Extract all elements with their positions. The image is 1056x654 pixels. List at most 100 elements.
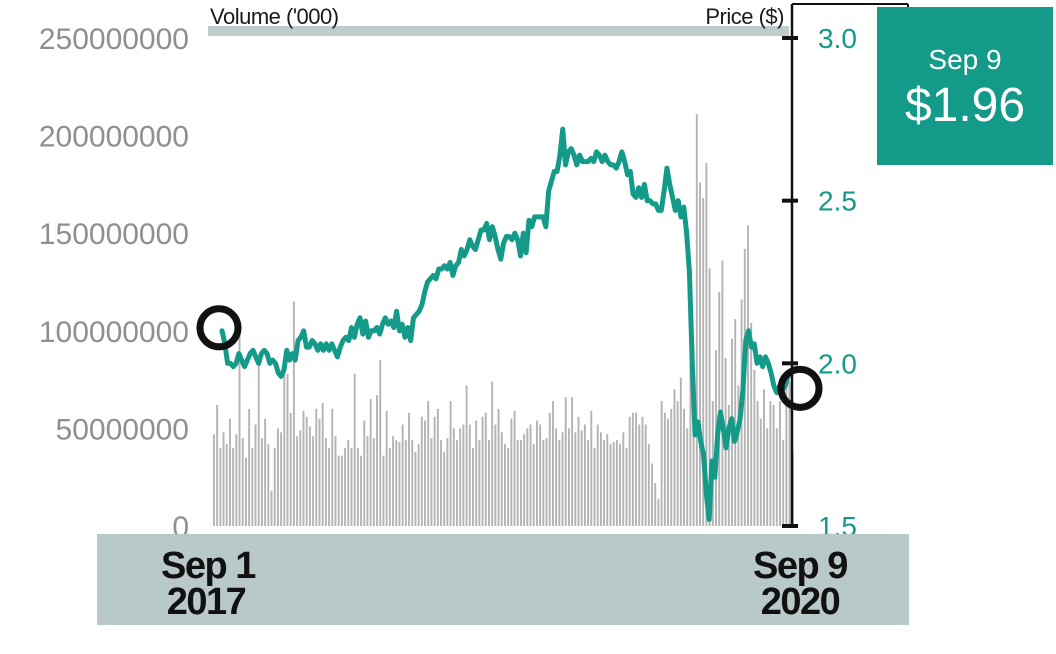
volume-bar bbox=[766, 428, 769, 526]
volume-bar bbox=[638, 424, 641, 526]
volume-bar bbox=[539, 424, 542, 526]
volume-bar bbox=[590, 410, 593, 526]
volume-bar bbox=[340, 455, 343, 526]
volume-bar bbox=[440, 440, 442, 526]
volume-bar bbox=[481, 416, 484, 526]
volume-bar bbox=[286, 373, 289, 526]
volume-bar bbox=[241, 438, 244, 526]
volume-bar bbox=[596, 424, 599, 526]
volume-bar bbox=[647, 444, 650, 526]
volume-bar bbox=[225, 444, 228, 526]
volume-bar bbox=[436, 408, 439, 526]
volume-bar bbox=[238, 334, 241, 526]
volume-bar bbox=[411, 440, 414, 526]
volume-bar bbox=[475, 420, 478, 526]
volume-bar bbox=[305, 416, 308, 526]
volume-bar bbox=[289, 412, 292, 526]
volume-tick-label: 150000000 bbox=[39, 218, 189, 251]
volume-bar bbox=[695, 114, 698, 526]
volume-bar bbox=[356, 447, 359, 526]
volume-bar bbox=[299, 430, 302, 526]
start-date-line1: Sep 1 bbox=[161, 545, 256, 587]
volume-bar bbox=[449, 401, 452, 526]
volume-bar bbox=[267, 444, 270, 526]
price-tick-label: 2.0 bbox=[818, 348, 857, 379]
volume-bar bbox=[347, 440, 350, 526]
volume-bar bbox=[337, 455, 340, 526]
start-marker bbox=[196, 305, 242, 351]
volume-bar bbox=[513, 410, 516, 526]
volume-bar bbox=[260, 438, 263, 526]
volume-bar bbox=[344, 447, 347, 526]
volume-bar bbox=[500, 432, 503, 526]
volume-bar bbox=[519, 440, 522, 526]
volume-bar bbox=[472, 447, 474, 526]
volume-bar bbox=[232, 447, 235, 526]
volume-bar bbox=[676, 401, 679, 526]
volume-bar bbox=[280, 432, 283, 526]
volume-bar bbox=[660, 401, 663, 526]
volume-bar bbox=[360, 455, 363, 526]
volume-bar bbox=[424, 420, 426, 526]
volume-bar bbox=[379, 360, 382, 526]
volume-bar bbox=[548, 412, 551, 526]
volume-bar bbox=[251, 447, 254, 526]
volume-bar bbox=[641, 416, 644, 526]
volume-bars bbox=[213, 114, 794, 526]
volume-bar bbox=[491, 381, 494, 526]
end-marker bbox=[777, 365, 823, 411]
volume-bar bbox=[302, 410, 305, 526]
volume-bar bbox=[321, 403, 324, 526]
volume-bar bbox=[350, 447, 353, 526]
volume-bar bbox=[273, 447, 276, 526]
volume-bar bbox=[312, 436, 315, 526]
volume-bar bbox=[663, 412, 666, 526]
volume-bar bbox=[686, 428, 689, 526]
volume-bar bbox=[734, 319, 737, 526]
volume-bar bbox=[248, 408, 251, 526]
volume-bar bbox=[705, 162, 708, 526]
volume-bar bbox=[465, 385, 468, 526]
volume-axis-title: Volume ('000) bbox=[210, 4, 339, 29]
volume-bar bbox=[673, 389, 676, 526]
volume-bar bbox=[478, 440, 481, 526]
volume-bar bbox=[759, 418, 762, 526]
volume-bar bbox=[654, 483, 657, 526]
volume-bar bbox=[331, 408, 334, 526]
volume-bar bbox=[388, 447, 391, 526]
volume-bar bbox=[398, 442, 401, 526]
volume-bar bbox=[497, 408, 500, 526]
date-band bbox=[97, 534, 909, 625]
volume-bar bbox=[708, 268, 711, 526]
volume-bar bbox=[683, 408, 685, 526]
volume-bar bbox=[283, 356, 286, 526]
volume-bar bbox=[657, 498, 660, 526]
volume-bar bbox=[276, 428, 279, 526]
volume-tick-labels: 250000000 200000000 150000000 100000000 5000… bbox=[39, 23, 189, 544]
volume-bar bbox=[727, 404, 730, 526]
volume-bar bbox=[785, 377, 788, 526]
volume-bar bbox=[529, 424, 532, 526]
volume-bar bbox=[376, 395, 379, 526]
volume-bar bbox=[737, 385, 740, 526]
volume-bar bbox=[392, 436, 394, 526]
volume-tick-label: 250000000 bbox=[39, 23, 189, 56]
volume-bar bbox=[452, 428, 455, 526]
volume-bar bbox=[603, 440, 606, 526]
volume-bar bbox=[689, 330, 692, 526]
volume-bar bbox=[587, 440, 590, 526]
volume-bar bbox=[679, 377, 682, 526]
volume-bar bbox=[571, 397, 574, 526]
volume-bar bbox=[631, 412, 634, 526]
volume-bar bbox=[769, 401, 772, 526]
volume-bar bbox=[382, 455, 385, 526]
price-tick-label: 3.0 bbox=[818, 23, 857, 54]
volume-bar bbox=[555, 428, 558, 526]
volume-bar bbox=[747, 225, 749, 526]
price-axis-title: Price ($) bbox=[705, 4, 784, 29]
volume-bar bbox=[353, 373, 356, 526]
volume-bar bbox=[523, 434, 526, 526]
volume-bar bbox=[782, 440, 785, 526]
volume-bar bbox=[619, 444, 622, 526]
volume-bar bbox=[443, 451, 446, 526]
